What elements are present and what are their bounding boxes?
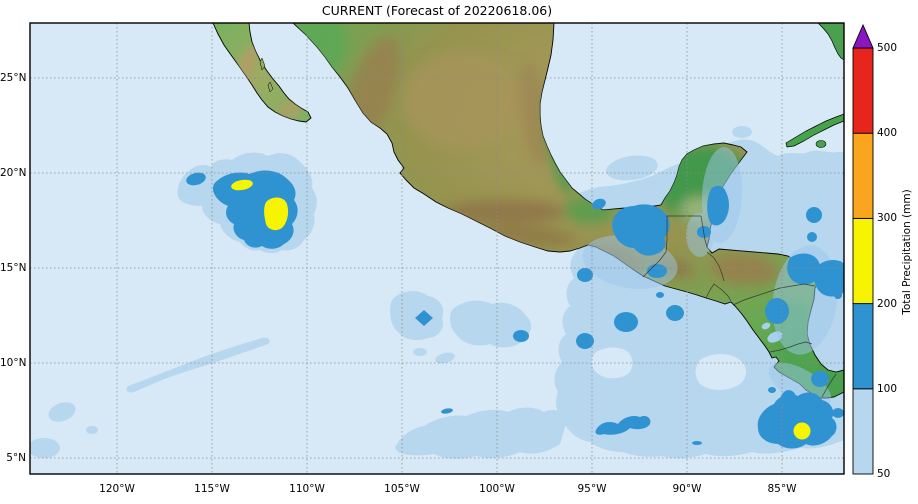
graticule-gridlines bbox=[30, 23, 844, 474]
precip-light-sw-blob bbox=[48, 402, 76, 422]
precip-mod-itcz-dash bbox=[441, 408, 453, 414]
colorbar-segment-200-300 bbox=[852, 217, 874, 305]
precip-mod-costa-rica-east bbox=[811, 371, 829, 387]
precip-light-sw-dot bbox=[86, 426, 98, 434]
x-tick-label: 115°W bbox=[194, 483, 230, 495]
y-tick-label: 25°N bbox=[0, 72, 27, 84]
precip-mod-costa-rica-dot bbox=[768, 387, 776, 393]
x-tick-label: 120°W bbox=[99, 483, 135, 495]
colorbar-tick-label: 200 bbox=[877, 297, 898, 310]
precip-light-sw-corner bbox=[30, 438, 60, 458]
colorbar-segment-400-500 bbox=[852, 47, 874, 134]
precip-mod-veracruz-coast bbox=[592, 198, 606, 210]
precip-mod-pacific-cell5 bbox=[666, 305, 684, 321]
lake-managua bbox=[761, 322, 771, 330]
precip-light-pacific-patch1 bbox=[390, 291, 444, 340]
precip-mod-guatemala-coast bbox=[656, 292, 664, 298]
y-tick-label: 15°N bbox=[0, 262, 27, 274]
gulf-of-california-island2 bbox=[267, 81, 274, 93]
gulf-of-california-island bbox=[259, 57, 266, 71]
y-tick-label: 20°N bbox=[0, 167, 27, 179]
precip-mod-nicaragua bbox=[765, 298, 789, 324]
colorbar-tick-label: 400 bbox=[877, 127, 898, 140]
precip-mod-itcz-dash2 bbox=[692, 441, 702, 445]
border-nicaragua-costa-rica bbox=[769, 341, 813, 353]
precip-heavy-cyclone-spot2 bbox=[264, 197, 289, 231]
precip-heavy-layer bbox=[231, 179, 811, 440]
precip-heavy-sw-caribbean-spot bbox=[793, 422, 811, 440]
colorbar-over-arrow bbox=[852, 23, 874, 49]
x-tick-label: 100°W bbox=[479, 483, 515, 495]
precip-mod-sw-caribbean-blob bbox=[757, 392, 837, 449]
map-frame bbox=[29, 22, 845, 475]
x-tick-label: 110°W bbox=[289, 483, 325, 495]
precip-mod-caribbean-dot1 bbox=[806, 207, 822, 223]
precip-mod-pacific-cell4 bbox=[614, 312, 638, 332]
x-tick-label: 105°W bbox=[384, 483, 420, 495]
cuba-landmass bbox=[785, 113, 844, 148]
precip-mod-pacific-cell2 bbox=[513, 330, 529, 342]
precip-light-campeche-bank bbox=[606, 155, 658, 181]
colorbar-tick-label: 100 bbox=[877, 382, 898, 395]
colorbar-tick-label: 50 bbox=[877, 468, 891, 480]
precip-heavy-cyclone-spot1 bbox=[231, 179, 253, 191]
precip-mod-pacific-cell1 bbox=[415, 310, 433, 326]
precip-light-pacific-dot2 bbox=[413, 348, 427, 356]
colorbar-axis-label: Total Precipitation (mm) bbox=[901, 189, 913, 315]
isla-juventud bbox=[815, 140, 827, 148]
figure-title: CURRENT (Forecast of 20220618.06) bbox=[321, 3, 553, 18]
border-mexico-guatemala bbox=[642, 215, 701, 278]
y-tick-label: 5°N bbox=[6, 452, 26, 464]
y-tick-label: 10°N bbox=[0, 357, 27, 369]
colorbar-tick-label: 500 bbox=[877, 42, 898, 54]
colorbar-tick-label: 300 bbox=[877, 212, 898, 225]
precip-mod-chiapas2 bbox=[577, 268, 593, 282]
border-honduras-nicaragua bbox=[732, 283, 816, 306]
precip-mod-pacific-cell3 bbox=[576, 333, 594, 349]
florida-corner-landmass bbox=[817, 23, 844, 61]
x-tick-label: 90°W bbox=[672, 483, 702, 495]
precip-mod-belize-strip bbox=[707, 185, 729, 226]
precip-light-yucatan-north bbox=[732, 126, 752, 138]
colorbar-segment-300-400 bbox=[852, 132, 874, 219]
x-tick-label: 85°W bbox=[767, 483, 797, 495]
colorbar bbox=[852, 23, 874, 475]
colorbar-segment-100-200 bbox=[852, 303, 874, 390]
colorbar-segment-50-100 bbox=[852, 388, 874, 475]
border-costa-rica-panama bbox=[821, 373, 837, 398]
precip-light-itcz-band bbox=[395, 407, 566, 459]
precip-mod-caribbean-dot2 bbox=[807, 232, 817, 242]
precip-light-pacific-patch2 bbox=[449, 300, 532, 348]
precip-mod-itcz-cluster bbox=[595, 415, 651, 435]
precip-light-pacific-dot1 bbox=[435, 352, 455, 364]
border-guatemala-honduras bbox=[706, 251, 725, 282]
precip-mod-bay-of-campeche bbox=[612, 204, 670, 256]
precip-mod-cyclone-nw-dot bbox=[186, 172, 206, 186]
border-guatemala-belize bbox=[700, 215, 708, 248]
x-tick-label: 95°W bbox=[577, 483, 607, 495]
border-el-salvador bbox=[705, 283, 732, 302]
precip-mod-right-edge-blob bbox=[813, 260, 844, 297]
precip-mod-sw-caribbean-arm bbox=[779, 390, 797, 410]
precip-mod-sw-caribbean-dot bbox=[832, 408, 844, 418]
precip-mod-chiapas1 bbox=[647, 264, 667, 278]
precip-light-streak-10n bbox=[126, 337, 270, 393]
country-borders bbox=[642, 215, 837, 398]
precip-mod-ne-honduras bbox=[787, 253, 821, 285]
precip-mod-right-edge-dot bbox=[834, 291, 842, 299]
